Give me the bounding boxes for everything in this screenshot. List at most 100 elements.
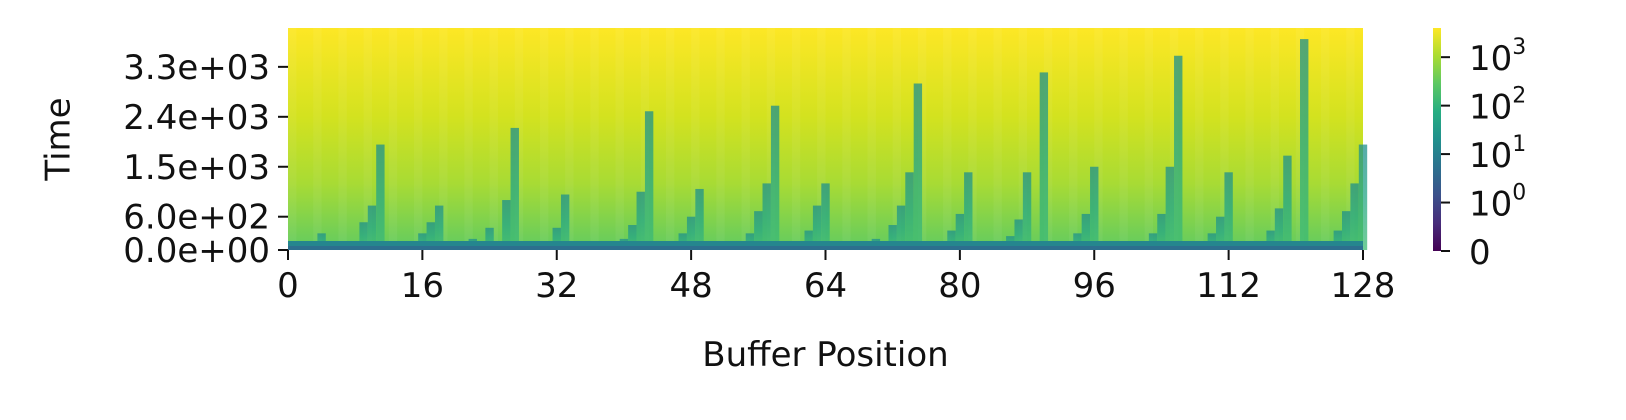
colorbar-tick-base: 10 bbox=[1469, 88, 1512, 128]
heatmap-column-shade bbox=[1069, 28, 1078, 250]
reset-streak bbox=[754, 211, 763, 250]
reset-streak bbox=[510, 127, 519, 250]
x-tick-label: 0 bbox=[277, 266, 299, 306]
heatmap-column-shade bbox=[439, 28, 448, 250]
heatmap-column-shade bbox=[842, 28, 851, 250]
colorbar-tick-label: 101 bbox=[1469, 132, 1526, 176]
heatmap-column-shade bbox=[313, 28, 322, 250]
reset-streak bbox=[1157, 213, 1166, 250]
y-tick-label: 2.4e+03 bbox=[123, 98, 270, 138]
heatmap-column-shade bbox=[791, 28, 801, 250]
heatmap-column-shade bbox=[489, 28, 498, 250]
reset-streak bbox=[1350, 183, 1359, 250]
colorbar-tick-label: 103 bbox=[1469, 35, 1526, 79]
heatmap-column-shade bbox=[943, 28, 952, 250]
reset-streak bbox=[1081, 213, 1091, 250]
heatmap-column-shade bbox=[338, 28, 347, 250]
y-tick-label: 3.3e+03 bbox=[123, 48, 270, 88]
heatmap-column-shade bbox=[1144, 28, 1154, 250]
reset-streak bbox=[1090, 166, 1099, 250]
reset-streak bbox=[359, 222, 368, 250]
reset-streak bbox=[905, 172, 914, 250]
y-axis: 0.0e+006.0e+02 1.5e+03 2.4e+03 3.3e+03 bbox=[123, 48, 288, 271]
reset-streak bbox=[964, 172, 973, 250]
reset-streak bbox=[1165, 166, 1175, 250]
colorbar-tick-label: 0 bbox=[1469, 233, 1491, 273]
heatmap-column-shade bbox=[615, 28, 624, 250]
reset-streak bbox=[770, 105, 780, 250]
heatmap-column-shade bbox=[817, 28, 826, 250]
colorbar-tick-label: 102 bbox=[1469, 84, 1526, 128]
reset-streak bbox=[947, 230, 956, 250]
x-tick-label: 128 bbox=[1331, 266, 1396, 306]
reset-streak bbox=[426, 222, 435, 250]
reset-streak bbox=[695, 188, 704, 250]
reset-streak bbox=[762, 183, 771, 250]
heatmap-column-shade bbox=[691, 28, 700, 250]
colorbar-tick-exponent: 2 bbox=[1512, 84, 1526, 109]
reset-streak bbox=[686, 216, 696, 250]
y-tick-label: 1.5e+03 bbox=[123, 148, 270, 188]
y-tick-label: 0.0e+00 bbox=[123, 231, 270, 271]
reset-streak bbox=[1274, 208, 1284, 250]
reset-streak bbox=[1022, 172, 1032, 250]
reset-streak bbox=[636, 191, 645, 250]
colorbar-tick-exponent: 1 bbox=[1512, 132, 1526, 157]
colorbar-tick-base: 10 bbox=[1469, 185, 1512, 225]
reset-streak bbox=[367, 205, 377, 250]
colorbar-tick-exponent: 3 bbox=[1512, 35, 1526, 60]
x-axis-title: Buffer Position bbox=[702, 335, 948, 375]
low-value-band-dark bbox=[288, 246, 1363, 250]
reset-streak bbox=[628, 225, 637, 250]
x-tick-label: 48 bbox=[669, 266, 712, 306]
reset-streak bbox=[502, 200, 511, 250]
reset-streak bbox=[1216, 216, 1225, 250]
x-tick-label: 80 bbox=[938, 266, 981, 306]
x-tick-label: 64 bbox=[804, 266, 847, 306]
colorbar-tick-base: 10 bbox=[1469, 136, 1512, 176]
colorbar-tick-exponent: 0 bbox=[1512, 181, 1526, 206]
reset-streak bbox=[1300, 39, 1309, 250]
heatmap-column-shade bbox=[892, 28, 902, 250]
y-tick-label: 6.0e+02 bbox=[123, 198, 270, 238]
reset-streak bbox=[485, 227, 494, 250]
reset-streak bbox=[1333, 230, 1343, 250]
reset-streak bbox=[812, 205, 822, 250]
heatmap-column-shade bbox=[539, 28, 549, 250]
x-tick-label: 16 bbox=[401, 266, 444, 306]
colorbar-tick-base: 0 bbox=[1469, 233, 1491, 273]
heatmap-column-shade bbox=[716, 28, 725, 250]
x-axis: 0 16 32 48 64 80 96 112 128 bbox=[277, 250, 1395, 306]
reset-streak bbox=[1174, 55, 1183, 250]
heatmap-column-shade bbox=[968, 28, 977, 250]
reset-streak bbox=[913, 83, 923, 250]
x-tick-label: 112 bbox=[1196, 266, 1261, 306]
reset-streak bbox=[1358, 144, 1368, 250]
heatmap-column-shade bbox=[1245, 28, 1254, 250]
colorbar-tick-label: 100 bbox=[1469, 181, 1526, 225]
heatmap-column-shade bbox=[1270, 28, 1280, 250]
x-tick-label: 96 bbox=[1073, 266, 1116, 306]
heatmap-column-shade bbox=[464, 28, 473, 250]
heatmap-column-shade bbox=[1346, 28, 1355, 250]
reset-streak bbox=[804, 230, 813, 250]
reset-streak bbox=[1266, 230, 1275, 250]
reset-streak bbox=[1283, 155, 1292, 250]
reset-streak bbox=[434, 205, 444, 250]
x-tick-label: 32 bbox=[535, 266, 578, 306]
heatmap-column-shade bbox=[1018, 28, 1028, 250]
heatmap-column-shade bbox=[867, 28, 876, 250]
colorbar-tick-base: 10 bbox=[1469, 39, 1512, 79]
y-axis-title: Time bbox=[39, 97, 79, 181]
colorbar-gradient bbox=[1433, 28, 1441, 251]
reset-streak bbox=[1224, 172, 1233, 250]
heatmap-column-shade bbox=[741, 28, 750, 250]
heatmap-column-shade bbox=[288, 28, 297, 250]
reset-streak bbox=[376, 144, 385, 250]
reset-streak bbox=[955, 213, 965, 250]
heatmap-column-shade bbox=[413, 28, 423, 250]
reset-streak bbox=[644, 111, 654, 250]
heatmap-column-shade bbox=[1119, 28, 1128, 250]
